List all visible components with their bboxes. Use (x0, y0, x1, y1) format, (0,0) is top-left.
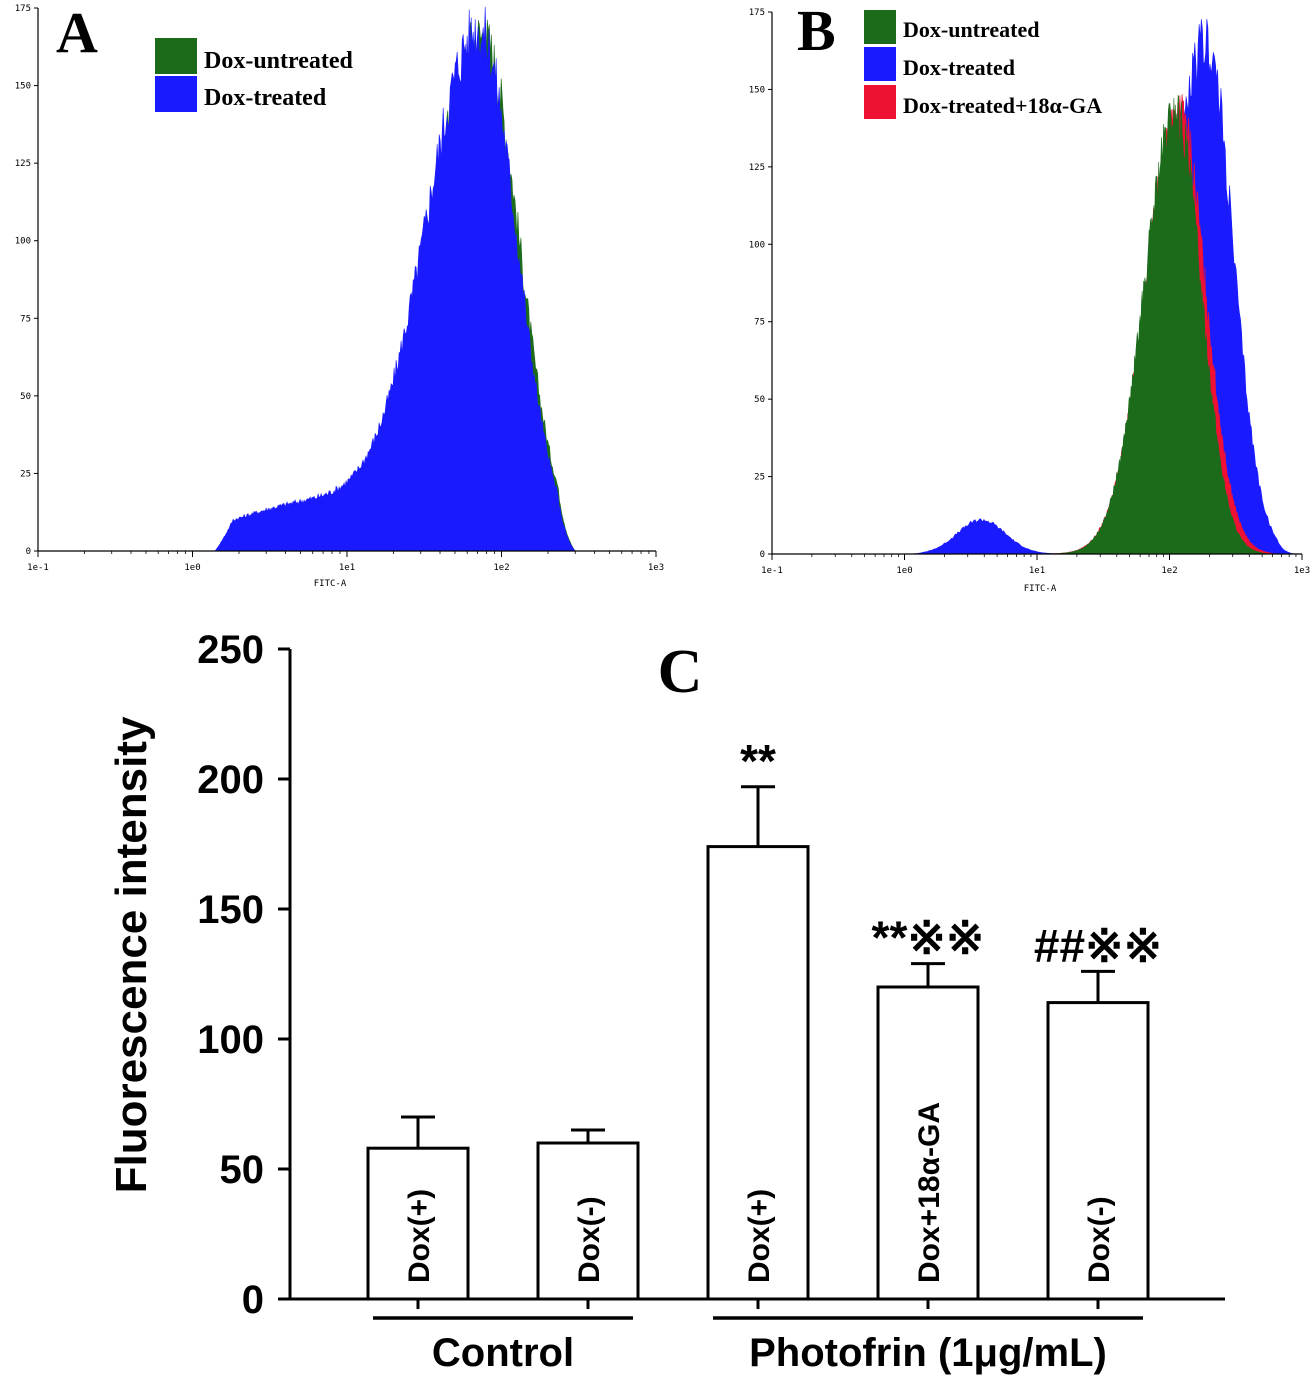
x-tick-label: 1e3 (1294, 566, 1310, 576)
x-ticks-a: 1e-1 1e0 1e1 1e2 1e3 (27, 551, 664, 573)
x-tick-label: 1e3 (648, 563, 664, 573)
y-tick-label: 250 (197, 628, 264, 672)
y-ticks-c: 0 50 100 150 200 250 (197, 628, 290, 1322)
panel-label-b: B (797, 0, 836, 63)
y-tick-label: 150 (749, 85, 765, 95)
legend-swatch (155, 76, 197, 112)
group-brackets-c: Control Photofrin (1μg/mL) (373, 1299, 1143, 1375)
y-tick-label: 150 (197, 888, 264, 932)
group-label: Control (432, 1331, 574, 1375)
legend-swatch (864, 47, 896, 81)
legend-label: Dox-untreated (903, 17, 1039, 42)
y-tick-label: 175 (15, 4, 31, 14)
bar-category-label: Dox(+) (403, 1189, 436, 1283)
x-tick-label: 1e0 (184, 563, 200, 573)
legend-swatch (864, 85, 896, 119)
y-tick-label: 100 (15, 237, 31, 247)
legend-label: Dox-treated+18α-GA (903, 93, 1102, 118)
y-tick-label: 0 (242, 1278, 264, 1322)
panel-label-c: C (658, 638, 703, 706)
y-tick-label: 25 (754, 473, 765, 483)
bar (536, 1141, 640, 1301)
y-ticks-a: 0 25 50 75 100 125 150 175 (15, 4, 38, 557)
legend-swatch (864, 10, 896, 44)
y-tick-label: 175 (749, 8, 765, 18)
y-tick-label: 75 (754, 318, 765, 328)
bar-category-label: Dox+18α-GA (913, 1102, 946, 1283)
x-tick-label: 1e0 (896, 566, 912, 576)
legend-b: Dox-untreated Dox-treated Dox-treated+18… (864, 10, 1102, 119)
bar (876, 985, 980, 1301)
bars-c: Dox(+) Dox(-) Dox(+) ** Dox+18α-GA **※※ Dox(-)… (366, 735, 1162, 1301)
bar-chart-panel-c: C Fluorescence intensity 0 50 100 150 200 250… (107, 628, 1225, 1375)
y-ticks-b: 0 25 50 75 100 125 150 175 (749, 8, 772, 560)
x-ticks-b: 1e-1 1e0 1e1 1e2 1e3 (761, 554, 1310, 576)
significance-annotation: ##※※ (1034, 919, 1162, 971)
y-tick-label: 125 (749, 163, 765, 173)
legend-a: Dox-untreated Dox-treated (155, 38, 354, 112)
histogram-panel-b: B 0 25 50 75 100 125 150 175 1e-1 1e0 1e1 1e2 1e3 F… (749, 0, 1310, 594)
y-tick-label: 25 (20, 469, 31, 479)
bar (366, 1146, 470, 1301)
y-axis-title-c: Fluorescence intensity (107, 716, 156, 1193)
legend-swatch (155, 38, 197, 74)
y-tick-label: 50 (220, 1148, 265, 1192)
y-tick-label: 0 (26, 547, 31, 557)
histogram-area (1024, 94, 1273, 555)
histogram-area (214, 6, 576, 552)
y-tick-label: 125 (15, 159, 31, 169)
x-tick-label: 1e-1 (761, 566, 783, 576)
x-tick-label: 1e2 (1161, 566, 1177, 576)
x-tick-label: 1e1 (339, 563, 355, 573)
histogram-a-areas (214, 6, 576, 552)
y-tick-label: 50 (754, 395, 765, 405)
x-axis-title-b: FITC-A (1024, 584, 1057, 594)
x-tick-label: 1e-1 (27, 563, 49, 573)
x-tick-label: 1e1 (1029, 566, 1045, 576)
significance-annotation: **※※ (872, 912, 985, 964)
y-tick-label: 200 (197, 758, 264, 802)
bar-category-label: Dox(-) (573, 1196, 606, 1283)
y-tick-label: 0 (760, 550, 765, 560)
legend-label: Dox-untreated (204, 48, 354, 74)
group-label: Photofrin (1μg/mL) (749, 1331, 1107, 1375)
bar-category-label: Dox(+) (743, 1189, 776, 1283)
bar-category-label: Dox(-) (1083, 1196, 1116, 1283)
legend-label: Dox-treated (204, 85, 327, 111)
y-tick-label: 75 (20, 314, 31, 324)
legend-label: Dox-treated (903, 55, 1015, 80)
histogram-b-areas (904, 18, 1296, 555)
y-tick-label: 150 (15, 82, 31, 92)
y-tick-label: 100 (749, 240, 765, 250)
panel-label-a: A (56, 0, 98, 65)
significance-annotation: ** (740, 735, 776, 787)
x-tick-label: 1e2 (493, 563, 509, 573)
histogram-panel-a: A 0 25 50 75 100 125 150 175 1e-1 1e0 1e1 1e2 1e3 F… (15, 0, 664, 589)
x-axis-title-a: FITC-A (314, 579, 347, 589)
y-tick-label: 100 (197, 1018, 264, 1062)
y-tick-label: 50 (20, 392, 31, 402)
